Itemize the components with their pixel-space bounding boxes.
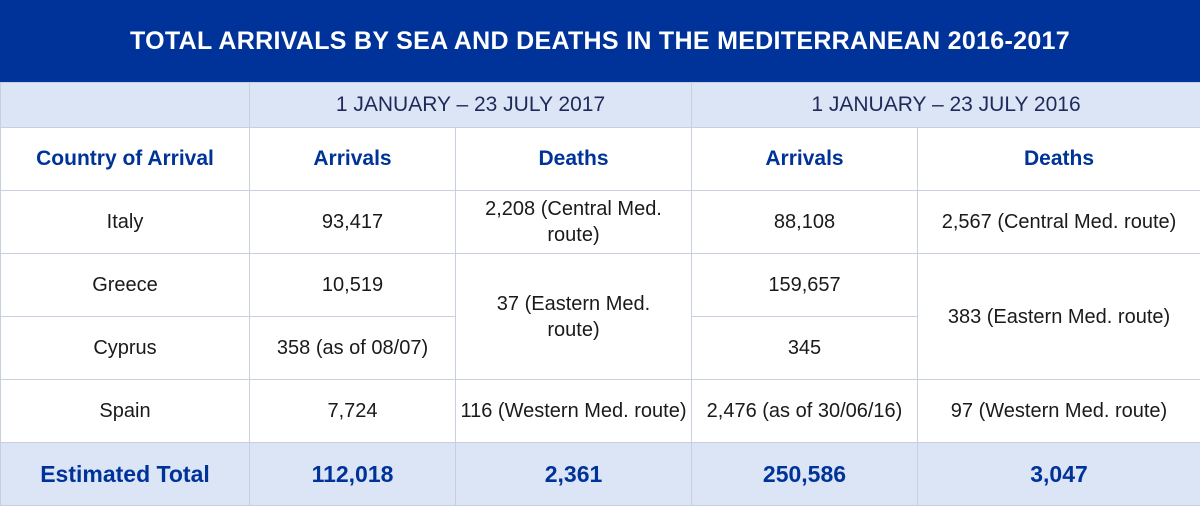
- arrivals-2016-cell: 159,657: [691, 253, 918, 317]
- country-cell: Spain: [0, 379, 250, 443]
- country-cell: Greece: [0, 253, 250, 317]
- period-header-row: 1 JANUARY – 23 JULY 2017 1 JANUARY – 23 …: [0, 82, 1200, 128]
- period-2016: 1 JANUARY – 23 JULY 2016: [691, 82, 1200, 128]
- table-row-cyprus: Cyprus 358 (as of 08/07) 345: [0, 316, 1200, 380]
- deaths-2017-central-cell: 2,208 (Central Med. route): [455, 190, 692, 254]
- table-title: TOTAL ARRIVALS BY SEA AND DEATHS IN THE …: [0, 0, 1200, 82]
- arrivals-2017-cell: 358 (as of 08/07): [249, 316, 456, 380]
- header-arrivals-2017: Arrivals: [249, 127, 456, 191]
- deaths-2016-western-cell: 97 (Western Med. route): [917, 379, 1200, 443]
- arrivals-2016-cell: 345: [691, 316, 918, 380]
- arrivals-2016-cell: 88,108: [691, 190, 918, 254]
- country-cell: Cyprus: [0, 316, 250, 380]
- arrivals-2016-cell: 2,476 (as of 30/06/16): [691, 379, 918, 443]
- header-deaths-2016: Deaths: [917, 127, 1200, 191]
- header-deaths-2017: Deaths: [455, 127, 692, 191]
- table-row-greece: Greece 10,519 37 (Eastern Med. route) 15…: [0, 253, 1200, 380]
- deaths-2016-central-cell: 2,567 (Central Med. route): [917, 190, 1200, 254]
- deaths-2016-eastern-cell: 383 (Eastern Med. route): [917, 253, 1200, 380]
- arrivals-2017-cell: 93,417: [249, 190, 456, 254]
- total-deaths-2016: 3,047: [917, 442, 1200, 506]
- header-country: Country of Arrival: [0, 127, 250, 191]
- arrivals-2017-cell: 10,519: [249, 253, 456, 317]
- total-deaths-2017: 2,361: [455, 442, 692, 506]
- total-row: Estimated Total 112,018 2,361 250,586 3,…: [0, 442, 1200, 506]
- header-arrivals-2016: Arrivals: [691, 127, 918, 191]
- table-row-italy: Italy 93,417 2,208 (Central Med. route) …: [0, 190, 1200, 254]
- column-header-row: Country of Arrival Arrivals Deaths Arriv…: [0, 127, 1200, 191]
- arrivals-deaths-table: 1 JANUARY – 23 JULY 2017 1 JANUARY – 23 …: [0, 82, 1200, 506]
- deaths-2017-eastern-cell: 37 (Eastern Med. route): [455, 253, 692, 380]
- total-arrivals-2016: 250,586: [691, 442, 918, 506]
- table-row-spain: Spain 7,724 116 (Western Med. route) 2,4…: [0, 379, 1200, 443]
- total-label: Estimated Total: [0, 442, 250, 506]
- period-2017: 1 JANUARY – 23 JULY 2017: [249, 82, 692, 128]
- deaths-2017-western-cell: 116 (Western Med. route): [455, 379, 692, 443]
- total-arrivals-2017: 112,018: [249, 442, 456, 506]
- arrivals-2017-cell: 7,724: [249, 379, 456, 443]
- period-blank-cell: [0, 82, 250, 128]
- country-cell: Italy: [0, 190, 250, 254]
